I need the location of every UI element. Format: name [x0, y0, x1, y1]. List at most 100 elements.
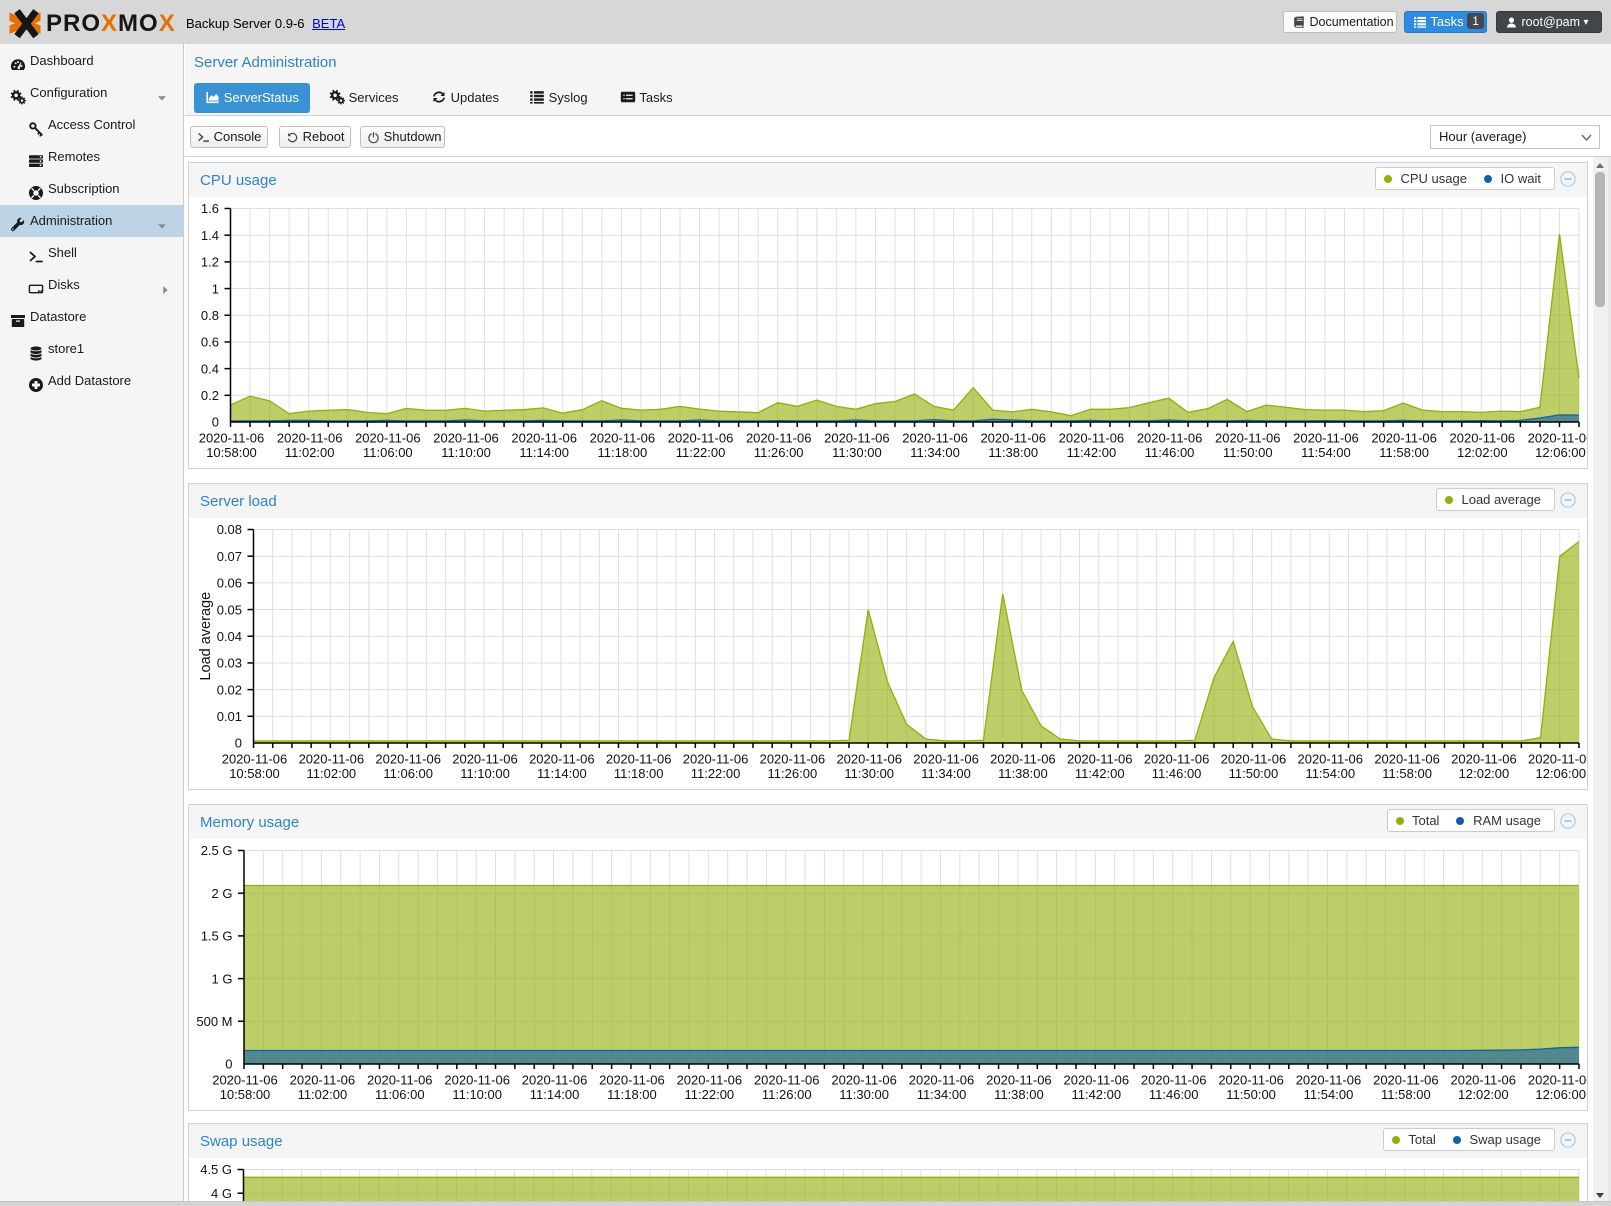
- svg-text:11:26:00: 11:26:00: [754, 445, 804, 460]
- svg-text:12:06:00: 12:06:00: [1535, 1087, 1586, 1102]
- svg-text:0: 0: [235, 736, 242, 751]
- svg-text:1.4: 1.4: [201, 228, 219, 243]
- svg-text:11:18:00: 11:18:00: [598, 445, 648, 460]
- svg-text:11:02:00: 11:02:00: [307, 766, 357, 781]
- svg-text:2020-11-06: 2020-11-06: [1374, 752, 1440, 767]
- svg-text:11:02:00: 11:02:00: [298, 1087, 348, 1102]
- svg-text:4.5 G: 4.5 G: [200, 1162, 232, 1177]
- svg-text:0.03: 0.03: [217, 656, 242, 671]
- svg-text:11:22:00: 11:22:00: [685, 1087, 735, 1102]
- svg-text:11:18:00: 11:18:00: [614, 766, 664, 781]
- svg-text:2020-11-06: 2020-11-06: [277, 431, 343, 446]
- svg-text:11:26:00: 11:26:00: [762, 1087, 812, 1102]
- svg-text:2020-11-06: 2020-11-06: [599, 1073, 665, 1088]
- svg-text:11:06:00: 11:06:00: [363, 445, 413, 460]
- svg-text:2020-11-06: 2020-11-06: [746, 431, 812, 446]
- svg-text:2020-11-06: 2020-11-06: [980, 431, 1046, 446]
- svg-text:2020-11-06: 2020-11-06: [1451, 752, 1517, 767]
- svg-text:2020-11-06: 2020-11-06: [1137, 431, 1203, 446]
- svg-text:2020-11-06: 2020-11-06: [452, 752, 518, 767]
- svg-text:11:26:00: 11:26:00: [768, 766, 818, 781]
- svg-text:2020-11-06: 2020-11-06: [1064, 1073, 1130, 1088]
- svg-text:2020-11-06: 2020-11-06: [1215, 431, 1281, 446]
- svg-text:10:58:00: 10:58:00: [229, 766, 280, 781]
- svg-text:2020-11-06: 2020-11-06: [222, 752, 288, 767]
- svg-text:0.8: 0.8: [201, 308, 219, 323]
- svg-text:12:06:00: 12:06:00: [1535, 766, 1586, 781]
- svg-text:2020-11-06: 2020-11-06: [606, 752, 672, 767]
- svg-text:11:30:00: 11:30:00: [832, 445, 882, 460]
- svg-text:0.01: 0.01: [217, 709, 242, 724]
- svg-text:11:50:00: 11:50:00: [1226, 1087, 1276, 1102]
- svg-text:2020-11-06: 2020-11-06: [1528, 1073, 1587, 1088]
- svg-text:2020-11-06: 2020-11-06: [522, 1073, 588, 1088]
- svg-text:500 M: 500 M: [196, 1014, 232, 1029]
- svg-text:11:18:00: 11:18:00: [607, 1087, 657, 1102]
- svg-text:11:50:00: 11:50:00: [1229, 766, 1279, 781]
- svg-text:10:58:00: 10:58:00: [220, 1087, 271, 1102]
- svg-text:2020-11-06: 2020-11-06: [1059, 431, 1125, 446]
- svg-text:2020-11-06: 2020-11-06: [212, 1073, 278, 1088]
- svg-text:11:58:00: 11:58:00: [1379, 445, 1429, 460]
- svg-text:2 G: 2 G: [212, 886, 233, 901]
- svg-text:2020-11-06: 2020-11-06: [355, 431, 421, 446]
- svg-text:2020-11-06: 2020-11-06: [1293, 431, 1359, 446]
- svg-text:11:34:00: 11:34:00: [917, 1087, 967, 1102]
- svg-text:0.07: 0.07: [217, 549, 242, 564]
- svg-text:2020-11-06: 2020-11-06: [836, 752, 902, 767]
- svg-text:2020-11-06: 2020-11-06: [668, 431, 734, 446]
- svg-text:2020-11-06: 2020-11-06: [1141, 1073, 1207, 1088]
- svg-text:2020-11-06: 2020-11-06: [1371, 431, 1437, 446]
- svg-text:1.2: 1.2: [201, 255, 219, 270]
- svg-text:11:54:00: 11:54:00: [1305, 766, 1355, 781]
- svg-text:2020-11-06: 2020-11-06: [1218, 1073, 1284, 1088]
- svg-text:2020-11-06: 2020-11-06: [290, 1073, 356, 1088]
- svg-text:2020-11-06: 2020-11-06: [677, 1073, 743, 1088]
- svg-text:11:22:00: 11:22:00: [691, 766, 741, 781]
- svg-text:0.06: 0.06: [217, 576, 242, 591]
- svg-text:11:58:00: 11:58:00: [1381, 1087, 1431, 1102]
- svg-text:1: 1: [212, 281, 219, 296]
- svg-text:2020-11-06: 2020-11-06: [760, 752, 826, 767]
- svg-text:11:42:00: 11:42:00: [1075, 766, 1125, 781]
- svg-text:2020-11-06: 2020-11-06: [511, 431, 577, 446]
- svg-text:0.4: 0.4: [201, 361, 219, 376]
- svg-text:2020-11-06: 2020-11-06: [1221, 752, 1287, 767]
- svg-text:11:06:00: 11:06:00: [375, 1087, 425, 1102]
- svg-text:11:54:00: 11:54:00: [1301, 445, 1351, 460]
- svg-text:11:54:00: 11:54:00: [1304, 1087, 1354, 1102]
- svg-text:2020-11-06: 2020-11-06: [433, 431, 499, 446]
- svg-text:2020-11-06: 2020-11-06: [1450, 1073, 1516, 1088]
- svg-text:11:34:00: 11:34:00: [910, 445, 960, 460]
- svg-text:11:10:00: 11:10:00: [460, 766, 510, 781]
- svg-text:12:06:00: 12:06:00: [1535, 445, 1586, 460]
- svg-text:2020-11-06: 2020-11-06: [754, 1073, 820, 1088]
- svg-text:2020-11-06: 2020-11-06: [375, 752, 441, 767]
- svg-text:11:46:00: 11:46:00: [1145, 445, 1195, 460]
- svg-text:2020-11-06: 2020-11-06: [1373, 1073, 1439, 1088]
- svg-text:11:14:00: 11:14:00: [519, 445, 569, 460]
- svg-text:2020-11-06: 2020-11-06: [990, 752, 1056, 767]
- svg-text:11:38:00: 11:38:00: [994, 1087, 1044, 1102]
- svg-text:1.5 G: 1.5 G: [201, 929, 233, 944]
- svg-text:1 G: 1 G: [212, 971, 233, 986]
- svg-text:11:46:00: 11:46:00: [1149, 1087, 1199, 1102]
- svg-text:2020-11-06: 2020-11-06: [1297, 752, 1363, 767]
- svg-text:2020-11-06: 2020-11-06: [909, 1073, 975, 1088]
- svg-text:11:42:00: 11:42:00: [1067, 445, 1117, 460]
- svg-text:11:30:00: 11:30:00: [844, 766, 894, 781]
- svg-text:2020-11-06: 2020-11-06: [1144, 752, 1210, 767]
- svg-text:0.05: 0.05: [217, 602, 242, 617]
- svg-text:11:50:00: 11:50:00: [1223, 445, 1273, 460]
- svg-text:11:46:00: 11:46:00: [1152, 766, 1202, 781]
- svg-text:0.02: 0.02: [217, 682, 242, 697]
- svg-text:10:58:00: 10:58:00: [206, 445, 257, 460]
- svg-text:2020-11-06: 2020-11-06: [1528, 431, 1587, 446]
- svg-text:1.6: 1.6: [201, 201, 219, 216]
- svg-text:0: 0: [225, 1057, 232, 1072]
- svg-text:0: 0: [212, 415, 219, 430]
- svg-text:4 G: 4 G: [211, 1186, 232, 1201]
- svg-text:2020-11-06: 2020-11-06: [902, 431, 968, 446]
- svg-text:11:42:00: 11:42:00: [1071, 1087, 1121, 1102]
- svg-text:2020-11-06: 2020-11-06: [683, 752, 749, 767]
